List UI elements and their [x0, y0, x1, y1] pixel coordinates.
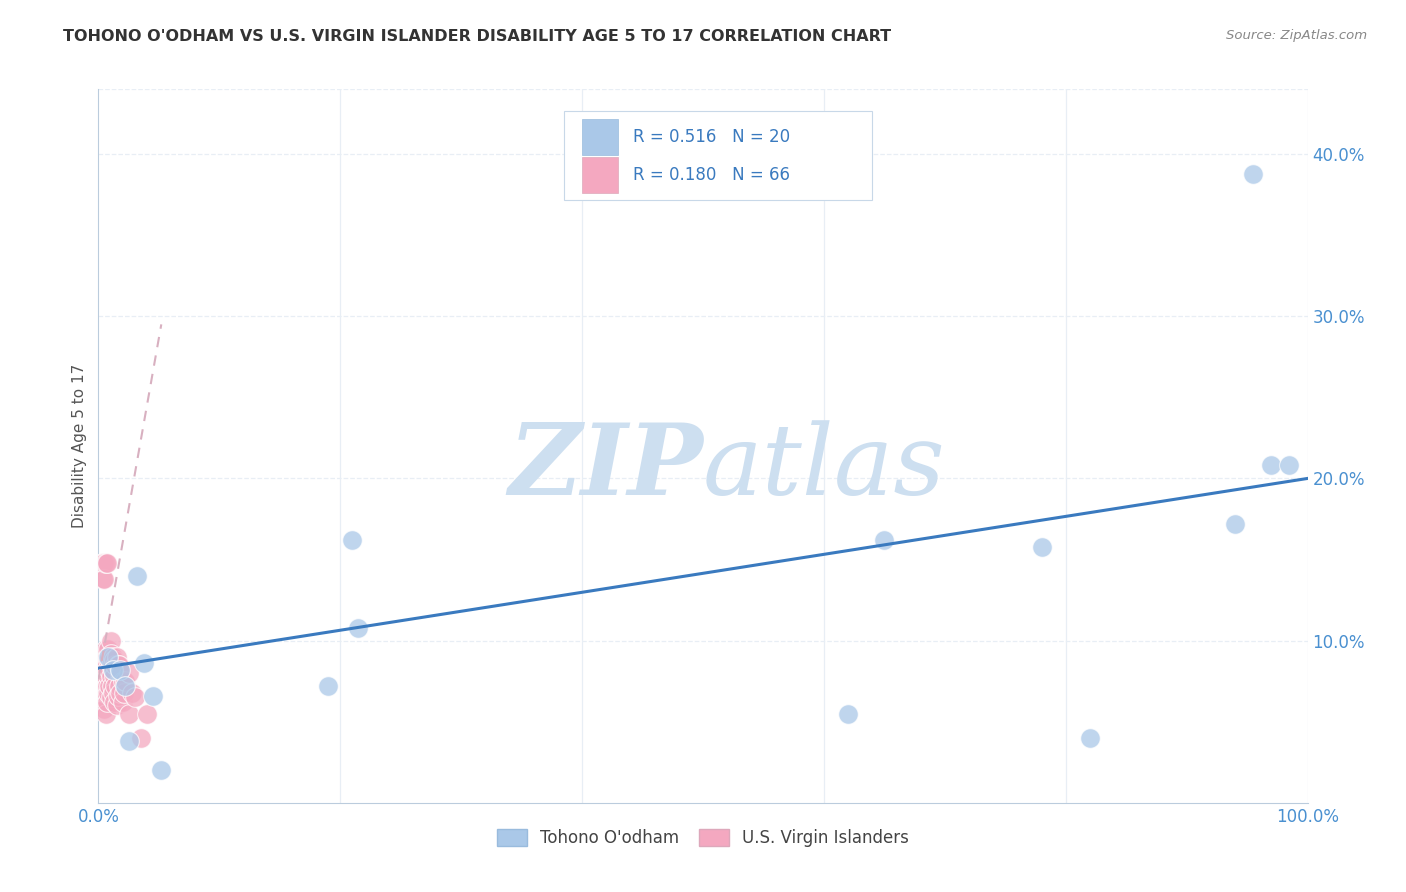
Point [104, 679, 127, 693]
Point [93, 702, 115, 716]
Point [97, 669, 120, 683]
Point [97, 641, 120, 656]
Point [98, 679, 121, 693]
Text: Source: ZipAtlas.com: Source: ZipAtlas.com [1226, 29, 1367, 43]
Point [873, 533, 896, 547]
Point [94, 685, 117, 699]
Y-axis label: Disability Age 5 to 17: Disability Age 5 to 17 [72, 364, 87, 528]
Point [127, 568, 149, 582]
Point [91, 695, 114, 709]
Point [96, 679, 118, 693]
FancyBboxPatch shape [564, 111, 872, 200]
Point [96, 556, 118, 570]
Point [316, 679, 339, 693]
Point [94, 653, 117, 667]
Point [108, 663, 131, 677]
Point [103, 653, 125, 667]
Point [93, 647, 115, 661]
Point [101, 685, 124, 699]
Point [103, 669, 125, 683]
Point [100, 679, 122, 693]
Point [100, 647, 122, 661]
Point [107, 657, 129, 672]
Point [1260, 458, 1282, 473]
Point [135, 706, 157, 721]
Point [91, 572, 114, 586]
Text: R = 0.180   N = 66: R = 0.180 N = 66 [633, 166, 790, 184]
Point [1031, 540, 1053, 554]
Point [94, 706, 117, 721]
Point [121, 685, 143, 699]
Point [108, 679, 131, 693]
Text: R = 0.516   N = 20: R = 0.516 N = 20 [633, 128, 790, 146]
Point [101, 649, 124, 664]
Point [100, 690, 122, 705]
Point [93, 556, 115, 570]
Point [94, 669, 117, 683]
Point [91, 556, 114, 570]
Legend: Tohono O'odham, U.S. Virgin Islanders: Tohono O'odham, U.S. Virgin Islanders [488, 821, 918, 855]
Point [118, 734, 141, 748]
Point [111, 674, 134, 689]
Point [93, 572, 115, 586]
Point [110, 666, 132, 681]
Point [100, 633, 122, 648]
Point [94, 641, 117, 656]
Point [1241, 167, 1264, 181]
Point [108, 685, 131, 699]
FancyBboxPatch shape [582, 157, 619, 193]
Point [114, 679, 136, 693]
Point [97, 653, 120, 667]
Point [93, 685, 115, 699]
FancyBboxPatch shape [582, 120, 619, 155]
Point [96, 695, 118, 709]
Point [134, 657, 156, 671]
Point [107, 689, 129, 703]
Point [111, 695, 134, 709]
Point [105, 649, 128, 664]
Point [97, 685, 120, 699]
Point [97, 649, 120, 664]
Point [150, 764, 173, 778]
Point [1078, 731, 1101, 745]
Point [108, 657, 131, 672]
Point [118, 706, 141, 721]
Point [98, 663, 121, 677]
Point [104, 657, 127, 672]
Point [1223, 516, 1246, 531]
Point [103, 695, 125, 709]
Point [105, 698, 128, 713]
Point [96, 663, 118, 677]
Point [142, 689, 165, 703]
Point [100, 669, 122, 683]
Point [124, 690, 146, 705]
Point [1278, 458, 1301, 473]
Point [98, 649, 121, 664]
Point [129, 731, 152, 745]
Point [112, 685, 135, 699]
Point [91, 679, 114, 693]
Point [837, 706, 859, 721]
Text: atlas: atlas [703, 420, 946, 515]
Point [91, 556, 114, 570]
Point [100, 653, 122, 667]
Point [342, 533, 364, 547]
Point [93, 556, 115, 570]
Point [347, 621, 370, 635]
Text: ZIP: ZIP [508, 419, 703, 516]
Point [100, 657, 122, 672]
Point [108, 666, 131, 681]
Point [93, 669, 115, 683]
Point [118, 666, 141, 681]
Point [93, 657, 115, 672]
Point [101, 663, 124, 677]
Text: TOHONO O'ODHAM VS U.S. VIRGIN ISLANDER DISABILITY AGE 5 TO 17 CORRELATION CHART: TOHONO O'ODHAM VS U.S. VIRGIN ISLANDER D… [63, 29, 891, 45]
Point [91, 663, 114, 677]
Point [96, 649, 118, 664]
Point [94, 556, 117, 570]
Point [114, 674, 136, 689]
Point [101, 663, 124, 677]
